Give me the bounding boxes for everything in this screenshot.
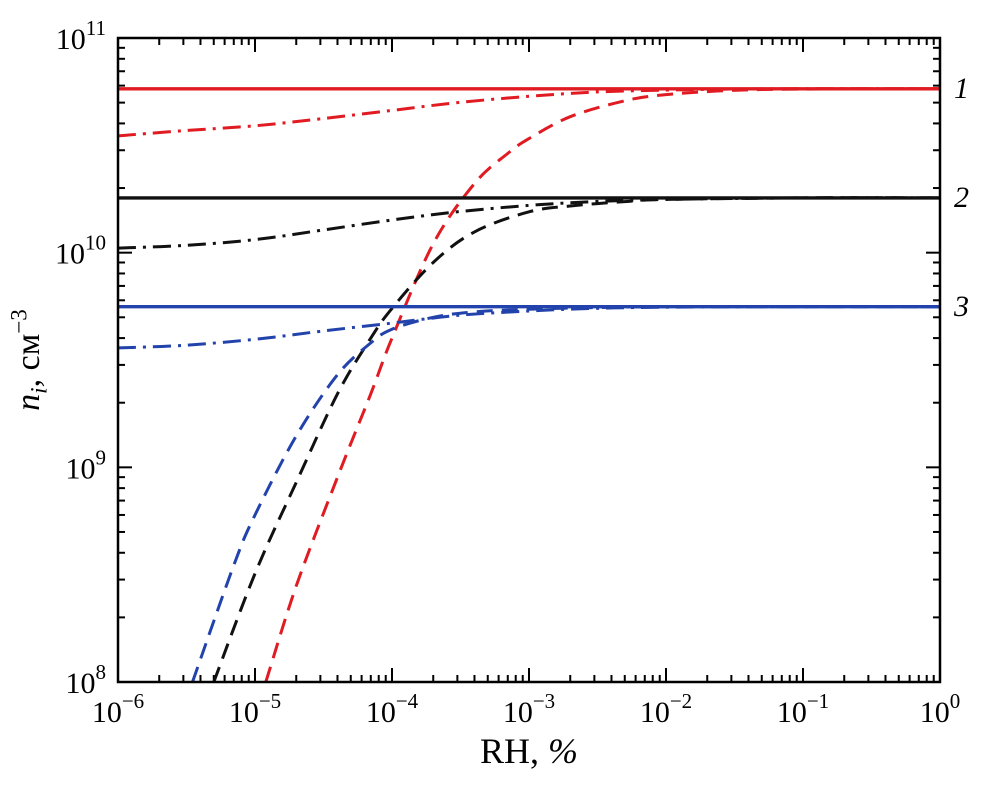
x-tick-label: 100 (920, 689, 961, 729)
x-tick-label: 10−2 (640, 689, 692, 729)
curve-label-2: 2 (954, 180, 969, 214)
axis-ticks (117, 37, 941, 683)
y-axis-label: ni, см−3 (6, 309, 53, 411)
y-tick-label: 1011 (56, 16, 106, 56)
y-axis-unit: , см (9, 333, 47, 388)
series-1-dashdot (118, 87, 940, 138)
x-tick-label: 10−6 (92, 689, 144, 729)
y-axis-unit-exponent: −3 (6, 309, 33, 334)
x-tick-label: 10−3 (503, 689, 555, 729)
curve-label-1: 1 (954, 71, 969, 105)
series-curves (118, 87, 940, 682)
x-axis-label-prefix: RH, (479, 731, 549, 771)
x-axis-label: RH, % (480, 730, 578, 772)
series-3-dashed (191, 305, 940, 682)
y-tick-label: 108 (66, 660, 107, 700)
series-1-dashed (264, 87, 940, 682)
series-2-dashed (212, 196, 940, 682)
y-axis-subscript: i (26, 387, 53, 394)
series-2-dashdot (118, 196, 940, 250)
x-tick-label: 10−1 (777, 689, 829, 729)
x-tick-label: 10−5 (229, 689, 281, 729)
plot-frame (116, 36, 942, 684)
tick-labels: 10−6 10−5 10−4 10−3 10−2 10−1 100 108 109 1010 101… (55, 16, 960, 729)
y-tick-label: 109 (66, 445, 107, 485)
y-axis-variable: n (9, 393, 47, 411)
y-tick-label: 1010 (55, 231, 106, 271)
curve-label-3: 3 (954, 289, 969, 323)
x-axis-label-percent: % (548, 731, 579, 771)
series-3-dashdot (118, 305, 940, 350)
x-tick-label: 10−4 (366, 689, 419, 729)
